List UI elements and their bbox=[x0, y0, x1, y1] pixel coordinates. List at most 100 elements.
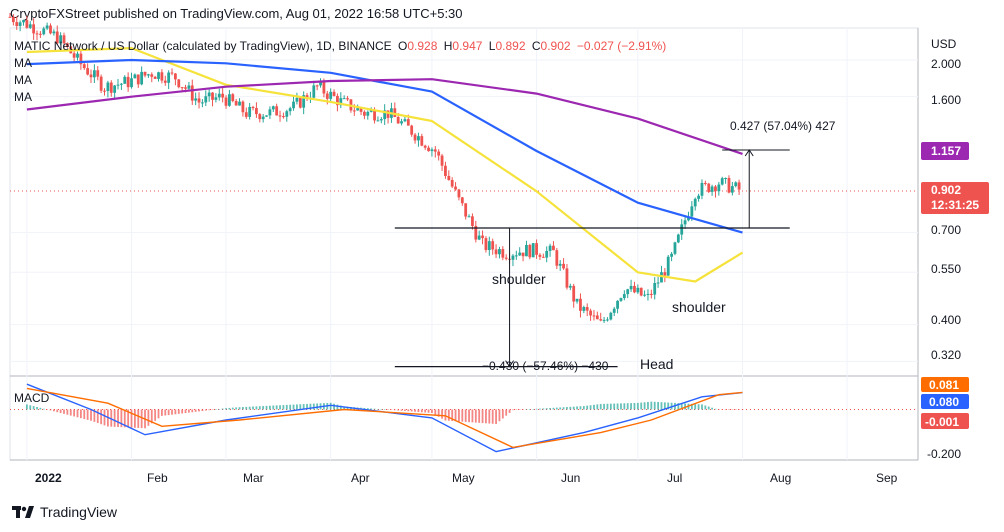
candle-body bbox=[103, 90, 106, 92]
candle-body bbox=[518, 252, 522, 256]
macd-histogram-bar bbox=[221, 408, 224, 410]
price-tick-1: 1.600 bbox=[931, 93, 961, 107]
candle-body bbox=[433, 149, 437, 152]
macd-histogram-bar bbox=[269, 405, 271, 410]
candle-body bbox=[707, 183, 711, 192]
macd-histogram-bar bbox=[204, 409, 207, 411]
candle-body bbox=[612, 308, 616, 313]
macd-histogram-bar bbox=[265, 405, 268, 410]
candle-body bbox=[288, 108, 292, 112]
macd-histogram-bar bbox=[167, 409, 170, 416]
macd-histogram-bar bbox=[461, 409, 464, 422]
ma-label-3[interactable]: MA bbox=[14, 90, 32, 104]
macd-histogram-bar bbox=[566, 407, 568, 410]
candle-body bbox=[116, 84, 120, 86]
macd-histogram-bar bbox=[366, 408, 369, 410]
candle-body bbox=[501, 249, 505, 258]
candle-body bbox=[35, 33, 39, 35]
macd-histogram-bar bbox=[215, 409, 217, 410]
candle-body bbox=[160, 72, 164, 81]
candle-body bbox=[454, 186, 457, 190]
macd-histogram-bar bbox=[478, 409, 481, 423]
tradingview-brand: TradingView bbox=[40, 504, 118, 520]
macd-histogram-bar bbox=[373, 408, 376, 410]
macd-histogram-bar bbox=[39, 407, 42, 410]
candle-body bbox=[697, 195, 700, 199]
candle-body bbox=[234, 101, 238, 106]
candle-body bbox=[79, 53, 83, 65]
macd-histogram-bar bbox=[738, 409, 741, 410]
candle-body bbox=[170, 72, 174, 74]
macd-histogram-bar bbox=[96, 409, 99, 424]
macd-histogram-bar bbox=[427, 409, 430, 413]
macd-histogram-bar bbox=[454, 409, 457, 422]
tradingview-footer[interactable]: TradingView bbox=[12, 504, 117, 520]
candle-body bbox=[410, 125, 414, 135]
macd-histogram-bar bbox=[404, 409, 406, 411]
candle-body bbox=[157, 72, 160, 79]
macd-histogram-bar bbox=[458, 409, 460, 422]
candle-body bbox=[109, 82, 113, 93]
ma-label-2[interactable]: MA bbox=[14, 73, 32, 87]
candle-body bbox=[228, 94, 231, 106]
candle-body bbox=[143, 71, 147, 76]
time-tick-sep: Sep bbox=[876, 471, 898, 485]
candle-body bbox=[643, 294, 646, 296]
macd-histogram-bar bbox=[52, 409, 55, 412]
macd-tick-0: -0.200 bbox=[927, 447, 961, 461]
upper-measure-arrowhead bbox=[744, 149, 754, 157]
macd-histogram-bar bbox=[258, 406, 261, 410]
macd-histogram-bar bbox=[451, 409, 454, 421]
candle-body bbox=[720, 178, 724, 185]
candle-body bbox=[622, 294, 626, 299]
candle-body bbox=[82, 64, 86, 69]
candle-body bbox=[25, 20, 29, 28]
candle-body bbox=[511, 255, 515, 260]
macd-histogram-bar bbox=[420, 409, 423, 413]
candle-body bbox=[379, 119, 383, 121]
macd-histogram-bar bbox=[218, 408, 221, 410]
candle-body bbox=[700, 182, 704, 196]
macd-histogram-bar bbox=[474, 409, 477, 423]
candle-body bbox=[666, 256, 670, 276]
macd-badge-text: 0.080 bbox=[929, 395, 959, 409]
macd-histogram-bar bbox=[339, 405, 342, 410]
macd-histogram-bar bbox=[393, 409, 396, 411]
macd-histogram-bar bbox=[225, 408, 227, 410]
macd-histogram-bar bbox=[653, 401, 656, 410]
candle-body bbox=[8, 16, 12, 18]
high-label: H bbox=[443, 39, 453, 53]
candle-body bbox=[187, 85, 191, 89]
candle-body bbox=[329, 91, 333, 99]
tradingview-logo-icon bbox=[12, 505, 34, 519]
candle-body bbox=[28, 24, 32, 28]
macd-histogram-bar bbox=[29, 405, 32, 410]
macd-histogram-bar bbox=[117, 409, 119, 427]
candle-body bbox=[76, 53, 79, 58]
time-tick-jun: Jun bbox=[561, 471, 580, 485]
symbol-row: MATIC Network / US Dollar (calculated by… bbox=[14, 38, 666, 55]
candle-body bbox=[113, 85, 117, 93]
macd-histogram-bar bbox=[66, 409, 69, 415]
macd-histogram-bar bbox=[279, 405, 281, 410]
candle-body bbox=[521, 252, 525, 257]
candle-body bbox=[52, 31, 56, 34]
candle-body bbox=[319, 82, 322, 86]
candle-body bbox=[62, 35, 66, 44]
candle-body bbox=[251, 106, 255, 109]
candle-body bbox=[464, 203, 468, 217]
ma-label-1[interactable]: MA bbox=[14, 56, 32, 70]
macd-histogram-bar bbox=[471, 409, 474, 423]
candle-body bbox=[126, 76, 130, 88]
pattern-drawings bbox=[394, 149, 790, 368]
symbol-name[interactable]: MATIC Network / US Dollar (calculated by… bbox=[14, 39, 392, 53]
macd-histogram-bar bbox=[437, 409, 440, 417]
macd-histogram-bar bbox=[542, 408, 545, 410]
macd-histogram-bar bbox=[643, 402, 646, 410]
macd-histogram-bar bbox=[187, 409, 190, 413]
macd-histogram-bar bbox=[49, 409, 52, 411]
time-tick-feb: Feb bbox=[147, 471, 168, 485]
candle-body bbox=[440, 155, 444, 166]
macd-histogram-bar bbox=[309, 403, 312, 410]
